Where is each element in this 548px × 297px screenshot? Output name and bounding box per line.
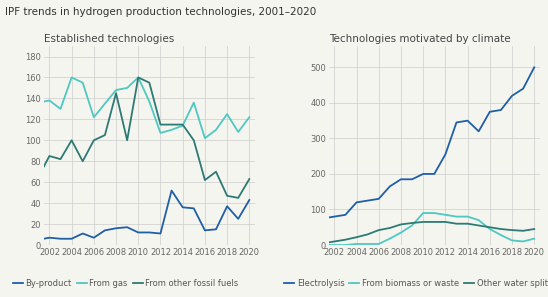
Text: Technologies motivated by climate: Technologies motivated by climate bbox=[329, 34, 510, 44]
Legend: Electrolysis, From biomass or waste, Other water splitting: Electrolysis, From biomass or waste, Oth… bbox=[281, 276, 548, 291]
Legend: By-product, From gas, From other fossil fuels: By-product, From gas, From other fossil … bbox=[10, 276, 242, 291]
Text: IPF trends in hydrogen production technologies, 2001–2020: IPF trends in hydrogen production techno… bbox=[5, 7, 317, 18]
Text: Established technologies: Established technologies bbox=[44, 34, 174, 44]
